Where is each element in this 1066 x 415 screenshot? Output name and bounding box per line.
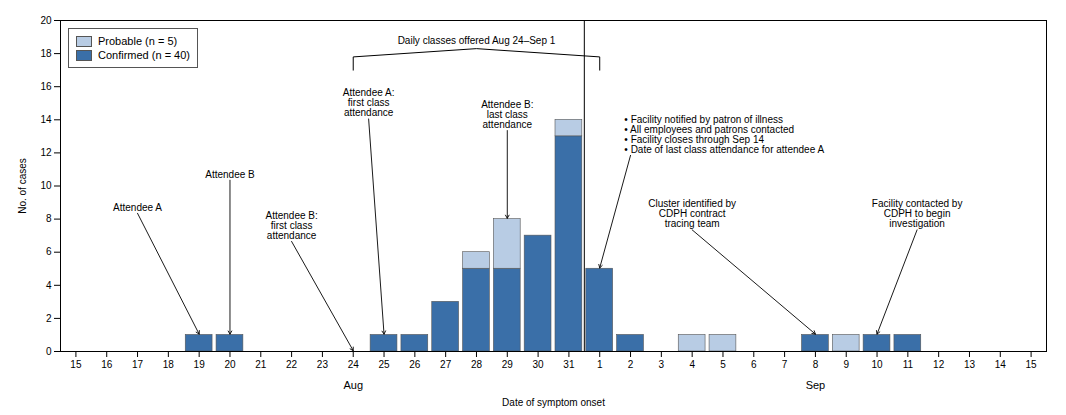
svg-text:Daily classes offered Aug 24–S: Daily classes offered Aug 24–Sep 1 — [398, 35, 556, 46]
html-text:Probable (n = 5): Probable (n = 5) — [98, 35, 178, 47]
svg-text:Date of symptom onset: Date of symptom onset — [502, 397, 605, 408]
svg-text:4: 4 — [46, 280, 52, 291]
svg-text:5: 5 — [720, 359, 726, 370]
svg-text:24: 24 — [348, 359, 360, 370]
svg-text:11: 11 — [903, 359, 914, 370]
svg-text:18: 18 — [163, 359, 175, 370]
svg-text:2: 2 — [46, 313, 52, 324]
svg-text:No. of cases: No. of cases — [17, 158, 28, 214]
svg-text:12: 12 — [40, 147, 52, 158]
svg-text:15: 15 — [70, 359, 82, 370]
svg-text:13: 13 — [964, 359, 976, 370]
svg-text:30: 30 — [533, 359, 545, 370]
svg-text:10: 10 — [871, 359, 883, 370]
svg-text:28: 28 — [471, 359, 483, 370]
svg-text:14: 14 — [40, 114, 52, 125]
html-text:Confirmed (n = 40): Confirmed (n = 40) — [98, 49, 190, 61]
svg-text:26: 26 — [409, 359, 421, 370]
svg-text:8: 8 — [813, 359, 819, 370]
svg-text:22: 22 — [286, 359, 298, 370]
svg-text:Cluster identified byCDPH cont: Cluster identified byCDPH contracttracin… — [648, 198, 736, 229]
svg-text:25: 25 — [378, 359, 390, 370]
svg-text:10: 10 — [40, 180, 52, 191]
svg-text:19: 19 — [194, 359, 206, 370]
svg-text:4: 4 — [689, 359, 695, 370]
svg-text:2: 2 — [628, 359, 634, 370]
svg-text:Facility contacted byCDPH to b: Facility contacted byCDPH to begininvest… — [872, 198, 963, 229]
svg-text:23: 23 — [317, 359, 329, 370]
svg-text:Attendee B:first classattendan: Attendee B:first classattendance — [265, 210, 317, 241]
svg-text:Attendee B: Attendee B — [205, 169, 255, 180]
svg-text:9: 9 — [843, 359, 849, 370]
svg-text:27: 27 — [440, 359, 452, 370]
svg-text:6: 6 — [46, 246, 52, 257]
svg-text:1: 1 — [597, 359, 603, 370]
svg-text:0: 0 — [46, 346, 52, 357]
svg-text:17: 17 — [132, 359, 144, 370]
svg-text:15: 15 — [1026, 359, 1038, 370]
svg-text:Attendee A:first classattendan: Attendee A:first classattendance — [343, 87, 395, 118]
svg-text:16: 16 — [40, 81, 52, 92]
svg-text:29: 29 — [502, 359, 514, 370]
svg-text:7: 7 — [782, 359, 788, 370]
svg-text:Attendee A: Attendee A — [113, 202, 162, 213]
svg-text:6: 6 — [751, 359, 757, 370]
svg-text:16: 16 — [101, 359, 113, 370]
svg-text:21: 21 — [255, 359, 267, 370]
svg-text:20: 20 — [40, 15, 52, 26]
svg-text:12: 12 — [933, 359, 945, 370]
svg-text:8: 8 — [46, 213, 52, 224]
svg-text:31: 31 — [563, 359, 575, 370]
svg-text:Aug: Aug — [343, 379, 363, 391]
svg-text:Sep: Sep — [806, 379, 826, 391]
svg-text:18: 18 — [40, 48, 52, 59]
svg-text:• Facility notified by patron: • Facility notified by patron of illness… — [624, 114, 824, 155]
svg-text:Attendee B:last classattendanc: Attendee B:last classattendance — [481, 99, 533, 130]
svg-text:14: 14 — [995, 359, 1007, 370]
svg-text:3: 3 — [659, 359, 665, 370]
svg-text:20: 20 — [224, 359, 236, 370]
